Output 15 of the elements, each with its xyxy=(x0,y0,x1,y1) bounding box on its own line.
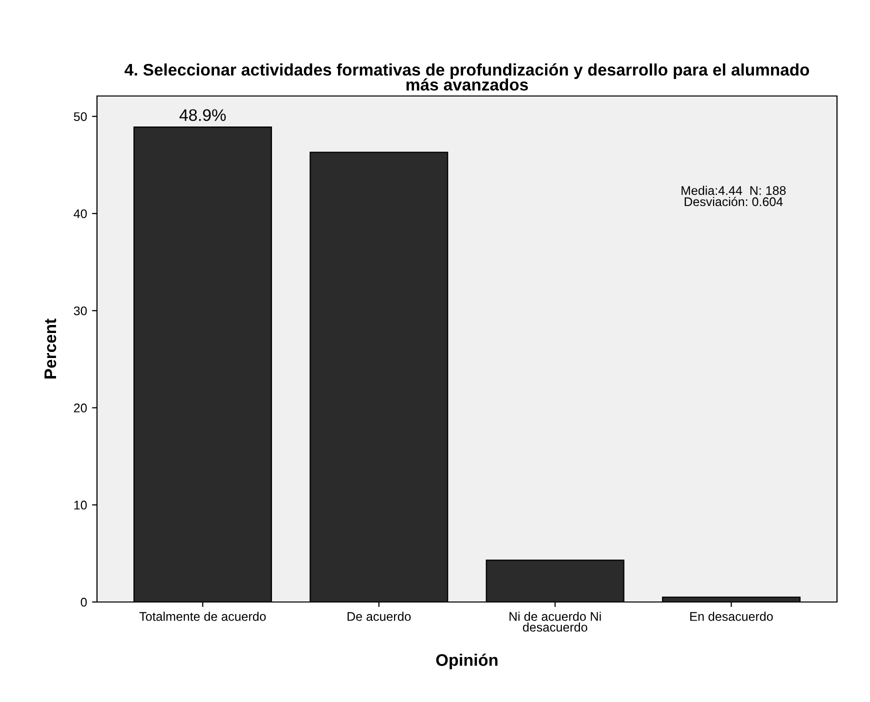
chart-title: 4. Seleccionar actividades formativas de profundización y desarrollo para el alumnado más avanzados xyxy=(124,63,810,91)
x-tick-label: En desacuerdo xyxy=(690,612,773,621)
x-axis-title: Opinión xyxy=(436,654,498,670)
y-tick-label: 0 xyxy=(80,598,87,607)
y-tick-label: 10 xyxy=(74,500,87,510)
x-tick-label: Totalmente de acuerdo xyxy=(139,612,266,621)
y-tick-label: 40 xyxy=(74,209,87,218)
y-axis-title: Percent xyxy=(44,318,56,378)
y-tick-label: 50 xyxy=(74,112,87,122)
data-label: 48.9% xyxy=(179,109,226,122)
y-tick-label: 20 xyxy=(74,404,87,412)
x-tick-label: Ni de acuerdo Ni desacuerdo xyxy=(510,612,601,632)
x-tick-label: De acuerdo xyxy=(348,612,411,621)
annotation: Media:4.44 N: 188 Desviación: 0.604 xyxy=(682,186,786,206)
y-tick-label: 30 xyxy=(74,306,87,316)
